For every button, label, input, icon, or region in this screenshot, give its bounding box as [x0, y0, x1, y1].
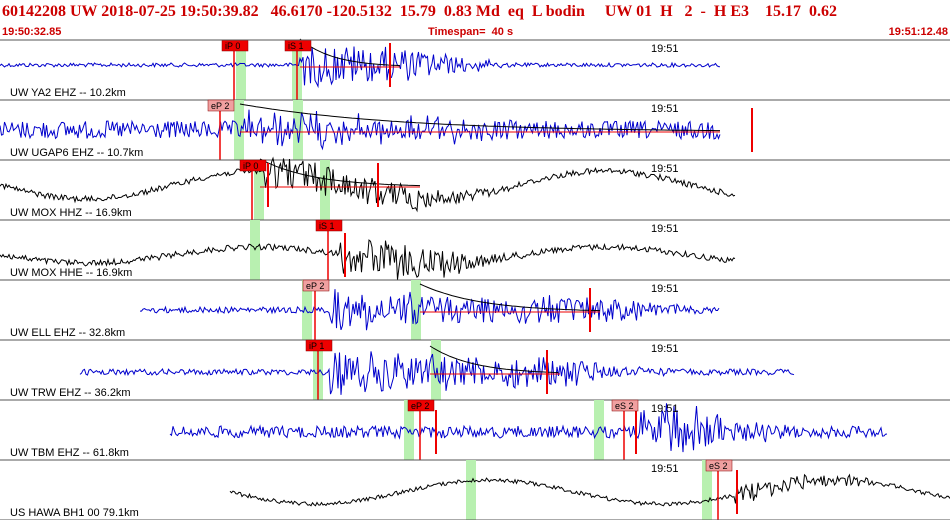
waveform	[0, 109, 721, 151]
end-time: 19:51:12.48	[888, 26, 948, 38]
pick-marker[interactable]	[302, 279, 330, 292]
time-tick-label: 19:51	[651, 43, 679, 55]
pick-window	[234, 100, 244, 160]
station-label: UW UGAP6 EHZ -- 10.7km	[10, 147, 143, 159]
pick-label: iP 0	[243, 161, 258, 171]
event-summary-line: 60142208 UW 2018-07-25 19:50:39.82 46.61…	[2, 3, 837, 20]
waveform	[0, 156, 736, 213]
pick-marker[interactable]	[315, 219, 343, 232]
time-tick-label: 19:51	[651, 103, 679, 115]
pick-label: iS 1	[319, 221, 335, 231]
trace-panel[interactable]: iP 1 19:51 UW TRW EHZ -- 36.2km	[0, 339, 950, 401]
station-label: US HAWA BH1 00 79.1km	[10, 507, 139, 519]
pick-window	[293, 100, 303, 160]
pick-label: iS 1	[288, 41, 304, 51]
trace-panel[interactable]: eP 2 eS 2 19:51 UW TBM EHZ -- 61.8km	[0, 399, 950, 461]
pick-window	[702, 460, 712, 520]
pick-label: eP 2	[211, 101, 229, 111]
waveform	[0, 239, 736, 280]
waveform	[140, 289, 720, 331]
station-label: UW TRW EHZ -- 36.2km	[10, 387, 131, 399]
pick-window	[431, 340, 441, 400]
pick-marker[interactable]	[305, 339, 333, 352]
waveform	[79, 351, 795, 395]
time-tick-label: 19:51	[651, 223, 679, 235]
station-label: UW TBM EHZ -- 61.8km	[10, 447, 129, 459]
trace-panel[interactable]: iP 0 iS 1 19:51 UW YA2 EHZ -- 10.2km	[0, 38, 950, 101]
trace-panel[interactable]: iS 1 19:51 UW MOX HHE -- 16.9km	[0, 219, 950, 281]
coda-curve	[239, 103, 720, 132]
time-tick-label: 19:51	[651, 403, 679, 415]
waveform	[169, 403, 888, 453]
time-tick-label: 19:51	[651, 163, 679, 175]
pick-marker[interactable]	[611, 399, 639, 412]
time-tick-label: 19:51	[651, 463, 679, 475]
pick-label: eP 2	[411, 401, 429, 411]
station-label: UW MOX HHZ -- 16.9km	[10, 207, 132, 219]
pick-window	[236, 40, 246, 100]
event-header: 60142208 UW 2018-07-25 19:50:39.82 46.61…	[0, 0, 950, 40]
pick-marker[interactable]	[207, 99, 235, 112]
trace-panel[interactable]: eS 2 19:51 US HAWA BH1 00 79.1km	[0, 459, 950, 520]
start-time: 19:50:32.85	[2, 26, 62, 38]
trace-panel[interactable]: iP 0 19:51 UW MOX HHZ -- 16.9km	[0, 156, 950, 221]
pick-marker[interactable]	[705, 459, 733, 472]
station-label: UW YA2 EHZ -- 10.2km	[10, 87, 126, 99]
coda-curve	[259, 158, 421, 187]
coda-curve	[429, 345, 559, 373]
time-tick-label: 19:51	[651, 283, 679, 295]
pick-window	[254, 160, 264, 220]
pick-marker[interactable]	[407, 399, 435, 412]
waveform	[0, 46, 721, 89]
pick-label: iP 1	[309, 341, 324, 351]
trace-panel[interactable]: eP 2 19:51 UW ELL EHZ -- 32.8km	[0, 279, 950, 341]
pick-window	[411, 280, 421, 340]
pick-label: iP 0	[225, 41, 240, 51]
coda-curve	[299, 38, 401, 67]
pick-window	[594, 400, 604, 460]
pick-window	[466, 460, 476, 520]
seismogram-panels[interactable]: iP 0 iS 1 19:51 UW YA2 EHZ -- 10.2km eP 2 19:…	[0, 38, 950, 520]
pick-label: eP 2	[306, 281, 324, 291]
pick-label: eS 2	[615, 401, 634, 411]
station-label: UW MOX HHE -- 16.9km	[10, 267, 132, 279]
timespan: Timespan= 40 s	[428, 26, 514, 38]
station-label: UW ELL EHZ -- 32.8km	[10, 327, 125, 339]
trace-panel[interactable]: eP 2 19:51 UW UGAP6 EHZ -- 10.7km	[0, 99, 950, 161]
waveform	[229, 473, 950, 507]
coda-curve	[419, 283, 601, 312]
pick-label: eS 2	[709, 461, 728, 471]
pick-marker[interactable]	[239, 159, 267, 172]
pick-window	[302, 280, 312, 340]
pick-window	[404, 400, 414, 460]
time-tick-label: 19:51	[651, 343, 679, 355]
